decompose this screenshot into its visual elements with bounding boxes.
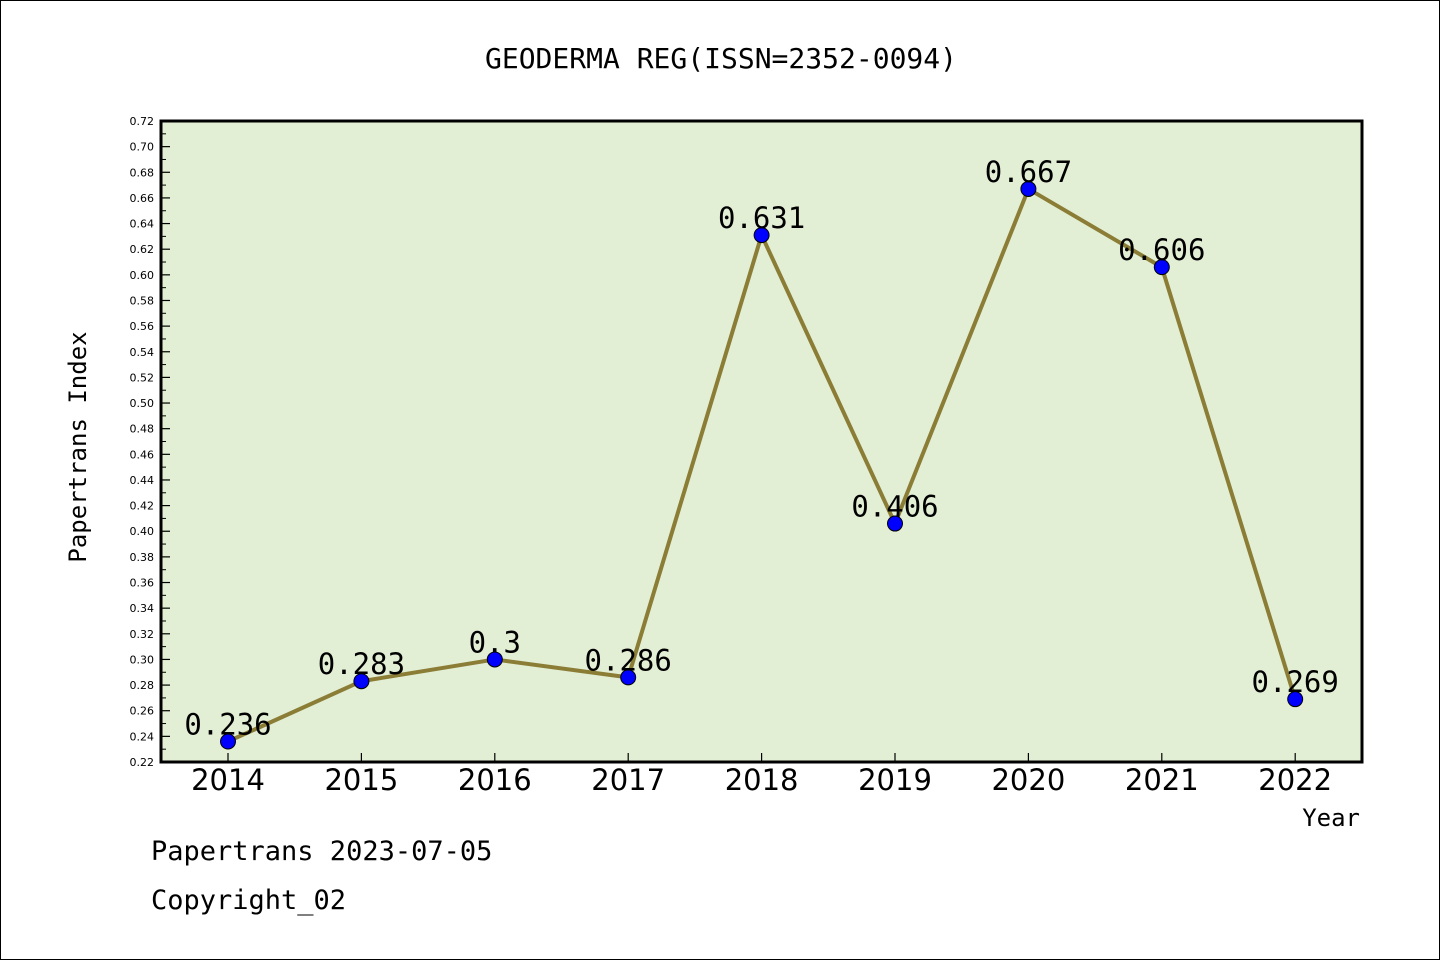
x-tick-label: 2016 (458, 763, 532, 797)
y-tick-label: 0.52 (130, 371, 155, 384)
data-label: 0.236 (184, 707, 271, 741)
data-point (1287, 691, 1304, 708)
y-tick-label: 0.46 (130, 448, 155, 461)
y-tick-label: 0.58 (130, 294, 155, 307)
y-tick-label: 0.50 (130, 397, 155, 410)
footer-copyright: Copyright_02 (151, 885, 347, 916)
y-axis-label: Papertrans Index (64, 331, 92, 562)
data-point (220, 733, 236, 750)
y-tick-label: 0.62 (130, 243, 155, 256)
data-point (753, 227, 770, 244)
y-tick-label: 0.56 (130, 320, 155, 333)
data-point (1020, 180, 1037, 197)
y-tick-label: 0.36 (130, 577, 155, 590)
x-tick-label: 2015 (324, 763, 398, 797)
data-label: 0.406 (851, 490, 938, 524)
y-tick-label: 0.28 (130, 679, 155, 692)
y-tick-label: 0.64 (130, 218, 155, 231)
data-point (620, 669, 637, 686)
x-tick-label: 2021 (1125, 763, 1199, 797)
y-tick-label: 0.60 (130, 269, 155, 282)
series-layer: 0.236 0.283 0.3 0.286 0.631 0.406 0.667 0.606 0.… (184, 155, 1339, 750)
data-label: 0.269 (1252, 665, 1339, 699)
footer-stamp: Papertrans 2023-07-05 (151, 836, 493, 867)
x-tick-label: 2020 (991, 763, 1065, 797)
x-tick-label: 2018 (725, 763, 799, 797)
y-tick-label: 0.42 (130, 500, 155, 513)
y-tick-label: 0.72 (130, 115, 155, 128)
y-tick-label: 0.34 (130, 602, 155, 615)
y-tick-label: 0.54 (130, 346, 155, 359)
y-axis: 0.22 0.24 0.26 0.28 0.30 0.32 0.34 0.36 0.38 0.40… (130, 115, 170, 769)
y-tick-label: 0.44 (130, 474, 155, 487)
data-label: 0.3 (469, 625, 521, 659)
y-tick-label: 0.26 (130, 705, 155, 718)
y-tick-label: 0.30 (130, 653, 155, 666)
data-label: 0.283 (318, 647, 405, 681)
y-tick-label: 0.22 (130, 756, 155, 769)
data-label: 0.606 (1118, 233, 1205, 267)
y-tick-label: 0.48 (130, 423, 155, 436)
y-tick-label: 0.32 (130, 628, 155, 641)
data-label: 0.631 (718, 201, 805, 235)
data-label: 0.286 (585, 643, 672, 677)
data-label: 0.667 (985, 155, 1072, 189)
x-tick-label: 2017 (591, 763, 665, 797)
data-point (353, 673, 370, 690)
y-tick-label: 0.66 (130, 192, 155, 205)
x-axis: 2014 2015 2016 2017 2018 2019 2020 2021 2022 (191, 753, 1332, 797)
x-axis-label: Year (1302, 804, 1360, 832)
y-tick-label: 0.70 (130, 141, 155, 154)
data-point (1153, 259, 1170, 276)
y-tick-label: 0.40 (130, 525, 155, 538)
chart-title: GEODERMA REG(ISSN=2352-0094) (485, 42, 957, 75)
x-tick-label: 2019 (858, 763, 932, 797)
data-point (486, 651, 503, 668)
x-tick-label: 2022 (1258, 763, 1332, 797)
data-point (887, 515, 903, 532)
y-tick-label: 0.68 (130, 166, 155, 179)
y-tick-label: 0.38 (130, 551, 155, 564)
x-tick-label: 2014 (191, 763, 265, 797)
y-tick-label: 0.24 (130, 730, 155, 743)
